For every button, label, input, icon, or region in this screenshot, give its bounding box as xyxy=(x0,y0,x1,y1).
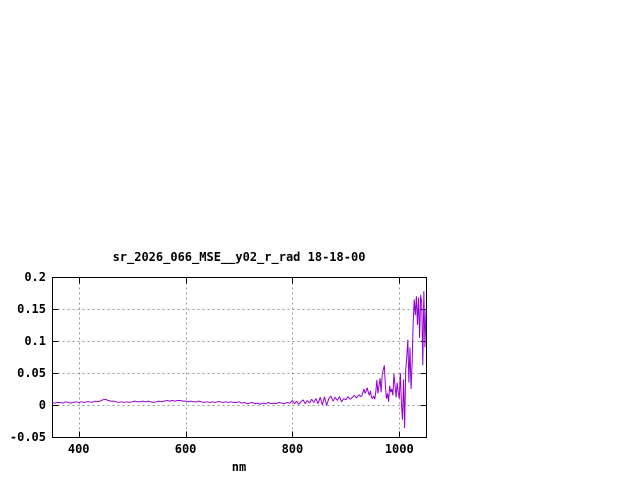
x-axis-label: nm xyxy=(231,460,247,474)
x-tick-label: 800 xyxy=(281,442,304,456)
x-tick-label: 1000 xyxy=(384,442,414,456)
x-tick-label: 400 xyxy=(67,442,90,456)
y-tick-label: 0.1 xyxy=(24,334,46,348)
data-line xyxy=(51,291,427,429)
y-tick-label: 0.15 xyxy=(17,302,46,316)
y-tick-label: 0.05 xyxy=(17,366,46,380)
y-tick-label: -0.05 xyxy=(9,430,46,444)
chart-title: sr_2026_066_MSE__y02_r_rad 18-18-00 xyxy=(112,250,366,264)
y-tick-label: 0 xyxy=(38,398,46,412)
y-tick-label: 0.2 xyxy=(24,270,46,284)
plot-border xyxy=(52,277,427,438)
x-tick-label: 600 xyxy=(174,442,197,456)
